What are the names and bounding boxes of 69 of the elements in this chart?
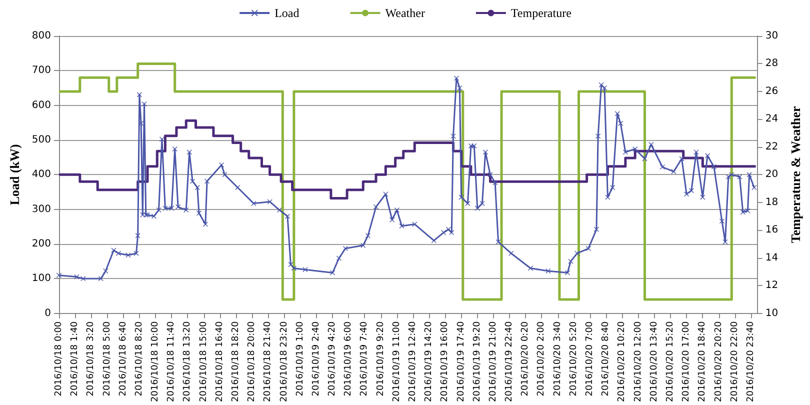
y2-tick-label: 22 bbox=[765, 141, 778, 152]
x-tick-label: 2016/10/19 12:40 bbox=[408, 321, 418, 402]
x-tick-label: 2016/10/18 13:20 bbox=[182, 321, 193, 402]
x-tick-label: 2016/10/18 6:40 bbox=[118, 321, 128, 396]
x-tick-label: 2016/10/19 4:20 bbox=[328, 321, 338, 396]
x-tick-label: 2016/10/18 11:40 bbox=[166, 321, 177, 402]
y-tick-label: 0 bbox=[44, 308, 51, 319]
legend-label: Temperature bbox=[510, 6, 572, 20]
y-axis-title: Load (kW) bbox=[7, 144, 22, 206]
x-tick-label: 2016/10/20 3:40 bbox=[552, 321, 563, 396]
x-tick-label: 2016/10/19 19:20 bbox=[472, 321, 482, 402]
legend-label: Weather bbox=[385, 6, 425, 20]
x-tick-label: 2016/10/20 2:00 bbox=[536, 321, 547, 396]
x-tick-label: 2016/10/19 17:40 bbox=[456, 321, 466, 402]
x-tick-label: 2016/10/19 16:00 bbox=[440, 321, 450, 402]
y2-tick-label: 30 bbox=[765, 30, 778, 42]
x-tick-label: 2016/10/19 11:00 bbox=[392, 321, 402, 402]
x-tick-label: 2016/10/19 9:20 bbox=[376, 321, 386, 396]
x-tick-label: 2016/10/18 8:20 bbox=[134, 321, 144, 396]
x-tick-label: 2016/10/20 22:00 bbox=[730, 321, 740, 402]
y-tick-label: 800 bbox=[32, 30, 51, 42]
x-tick-label: 2016/10/19 7:40 bbox=[360, 321, 370, 396]
y-tick-label: 700 bbox=[32, 65, 51, 76]
x-tick-label: 2016/10/18 0:00 bbox=[54, 321, 64, 396]
x-tick-label: 2016/10/20 13:40 bbox=[649, 321, 660, 402]
x-tick-label: 2016/10/20 17:00 bbox=[682, 321, 692, 402]
x-tick-label: 2016/10/20 10:20 bbox=[617, 321, 628, 402]
y2-tick-label: 26 bbox=[765, 86, 778, 97]
x-tick-label: 2016/10/18 16:40 bbox=[214, 321, 225, 402]
y-tick-label: 100 bbox=[32, 273, 51, 284]
x-tick-label: 2016/10/20 23:40 bbox=[746, 321, 756, 402]
x-tick-label: 2016/10/20 5:20 bbox=[568, 321, 579, 396]
y2-tick-label: 18 bbox=[765, 196, 778, 208]
y2-tick-label: 12 bbox=[765, 280, 778, 292]
y-tick-label: 300 bbox=[32, 204, 51, 215]
x-tick-label: 2016/10/20 18:40 bbox=[698, 321, 708, 402]
y2-tick-label: 24 bbox=[765, 114, 778, 125]
y2-tick-label: 16 bbox=[765, 224, 778, 236]
x-tick-label: 2016/10/18 18:20 bbox=[231, 321, 241, 402]
y2-tick-label: 14 bbox=[765, 252, 778, 264]
x-tick-label: 2016/10/20 7:00 bbox=[585, 321, 596, 396]
x-tick-label: 2016/10/18 20:00 bbox=[247, 321, 258, 402]
y-tick-label: 200 bbox=[32, 238, 51, 250]
x-tick-label: 2016/10/20 0:20 bbox=[520, 321, 531, 396]
y-tick-label: 400 bbox=[32, 169, 51, 180]
y2-tick-label: 10 bbox=[765, 308, 778, 319]
x-tick-label: 2016/10/20 12:00 bbox=[633, 321, 644, 402]
x-tick-label: 2016/10/20 8:40 bbox=[601, 321, 612, 396]
x-tick-label: 2016/10/19 2:40 bbox=[311, 321, 322, 396]
x-tick-label: 2016/10/20 15:20 bbox=[665, 321, 676, 402]
x-tick-label: 2016/10/18 3:20 bbox=[86, 321, 96, 396]
x-tick-label: 2016/10/18 1:40 bbox=[70, 321, 80, 396]
x-tick-label: 2016/10/19 6:00 bbox=[344, 321, 354, 396]
x-tick-label: 2016/10/18 21:40 bbox=[263, 321, 274, 402]
x-tick-label: 2016/10/19 1:00 bbox=[295, 321, 306, 396]
legend-label: Load bbox=[274, 6, 300, 20]
y2-tick-label: 20 bbox=[765, 169, 778, 180]
x-tick-label: 2016/10/19 14:20 bbox=[424, 321, 434, 402]
y-tick-label: 600 bbox=[32, 100, 51, 111]
x-tick-label: 2016/10/19 21:00 bbox=[488, 321, 498, 402]
y-tick-label: 500 bbox=[32, 134, 51, 146]
x-tick-label: 2016/10/18 15:00 bbox=[198, 321, 209, 402]
x-tick-label: 2016/10/20 20:20 bbox=[714, 321, 724, 402]
y2-tick-label: 28 bbox=[765, 58, 778, 70]
y2-axis-title: Temperature & Weather bbox=[788, 106, 803, 244]
x-tick-label: 2016/10/18 5:00 bbox=[102, 321, 112, 396]
x-tick-label: 2016/10/18 23:20 bbox=[279, 321, 290, 402]
x-tick-label: 2016/10/18 10:00 bbox=[150, 321, 161, 402]
x-tick-label: 2016/10/19 22:40 bbox=[504, 321, 515, 402]
